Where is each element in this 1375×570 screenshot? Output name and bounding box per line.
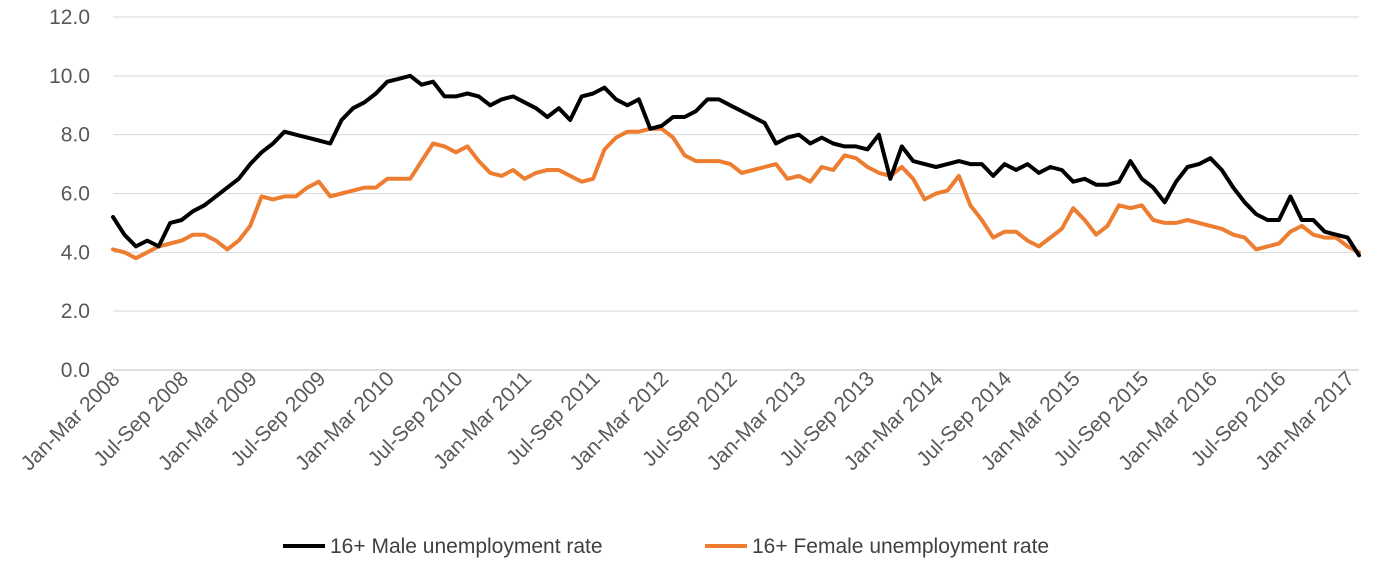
y-tick-label: 10.0 [49, 65, 90, 88]
gridlines [113, 16, 1359, 371]
legend-label-female: 16+ Female unemployment rate [752, 535, 1049, 558]
y-tick-label: 0.0 [61, 359, 90, 382]
y-tick-label: 8.0 [61, 124, 90, 147]
series-line-male [111, 73, 1361, 258]
legend-label-male: 16+ Male unemployment rate [330, 535, 603, 558]
series-lines [111, 73, 1361, 261]
y-axis-ticks: 0.0 2.0 4.0 6.0 8.0 10.0 12.0 [49, 6, 90, 382]
series-line-female [111, 126, 1361, 261]
y-tick-label: 4.0 [61, 241, 90, 264]
y-tick-label: 2.0 [61, 300, 90, 323]
y-tick-label: 12.0 [49, 6, 90, 29]
y-tick-label: 6.0 [61, 183, 90, 206]
legend: 16+ Male unemployment rate 16+ Female un… [283, 535, 1049, 558]
